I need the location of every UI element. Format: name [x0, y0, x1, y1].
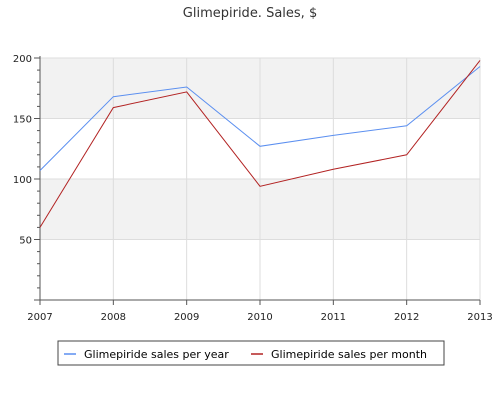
x-tick-label: 2009	[174, 312, 199, 323]
x-tick-label: 2011	[321, 312, 346, 323]
chart-title: Glimepiride. Sales, $	[183, 6, 317, 21]
x-tick-label: 2008	[101, 312, 126, 323]
series-line-0	[39, 66, 481, 171]
legend-label: Glimepiride sales per month	[271, 348, 427, 361]
y-tick-label: 150	[13, 115, 32, 126]
x-tick-label: 2012	[394, 312, 419, 323]
axes	[34, 56, 481, 305]
series-line-1	[39, 60, 481, 228]
x-tick-label: 2010	[247, 312, 272, 323]
series-lines	[39, 60, 481, 228]
y-tick-label: 200	[13, 54, 32, 65]
x-tick-label: 2007	[27, 312, 52, 323]
legend: Glimepiride sales per year Glimepiride sa…	[57, 340, 445, 366]
tick-labels: 2007 2008 2009 2010 2011 2012 2013 50 100 150 200	[13, 54, 493, 323]
legend-label: Glimepiride sales per year	[84, 348, 229, 361]
legend-box	[57, 340, 445, 366]
y-tick-label: 50	[19, 236, 32, 247]
grid-lines	[40, 57, 481, 300]
x-tick-label: 2013	[467, 312, 492, 323]
y-tick-label: 100	[13, 175, 32, 186]
